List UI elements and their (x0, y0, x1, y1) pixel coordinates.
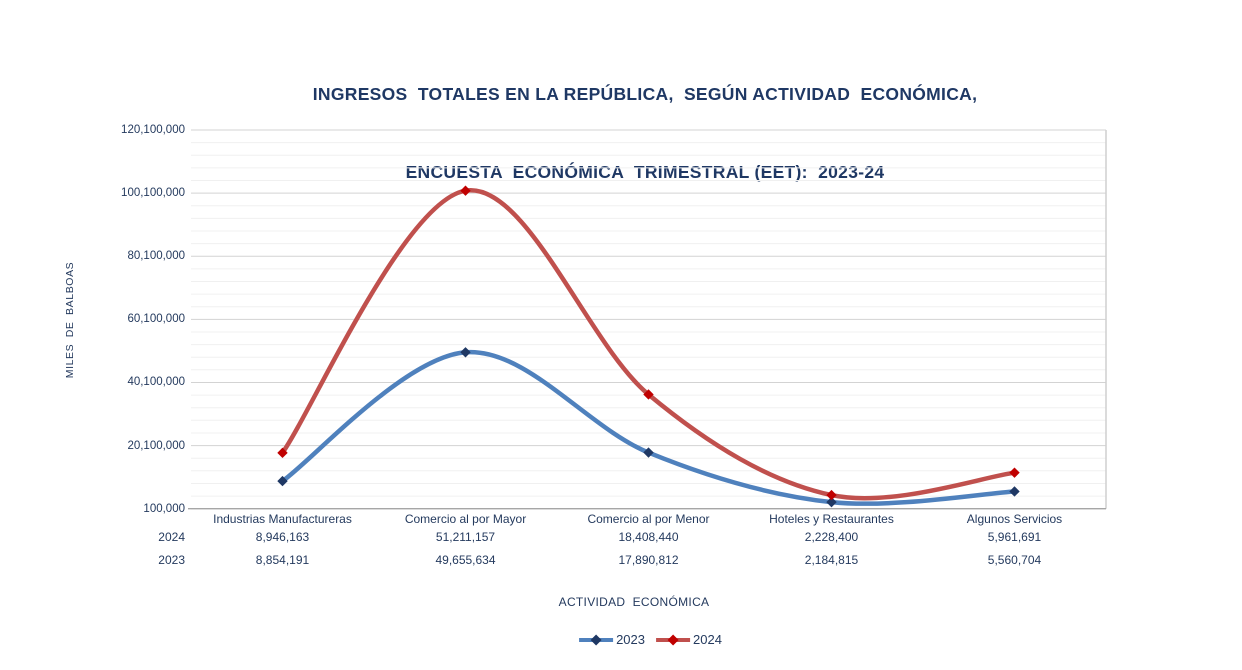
legend-key-icon (656, 634, 690, 645)
data-point-marker-2023 (643, 447, 654, 458)
table-value: 51,211,157 (435, 530, 496, 544)
table-value: 8,946,163 (255, 530, 310, 544)
legend-label: 2024 (693, 632, 722, 647)
legend-key-icon (579, 634, 614, 645)
data-point-marker-2024 (1009, 467, 1020, 478)
table-value: 17,890,812 (618, 553, 679, 567)
data-point-marker-2023 (277, 475, 288, 487)
category-label: Industrias Manufactureras (213, 512, 352, 526)
table-value: 2,228,400 (804, 530, 859, 544)
data-point-marker-2023 (826, 496, 837, 508)
y-tick-label: 100,000 (143, 502, 185, 515)
table-value: 5,560,704 (987, 553, 1042, 567)
data-point-marker-2024 (826, 489, 837, 501)
y-tick-label: 40,100,000 (127, 376, 185, 389)
table-value: 2,184,815 (804, 553, 859, 567)
category-label: Comercio al por Menor (587, 512, 710, 526)
series-line-2024 (280, 188, 1017, 501)
table-value: 5,961,691 (987, 530, 1042, 544)
legend-label: 2023 (616, 632, 645, 647)
table-row-header: 2023 (158, 553, 185, 567)
y-tick-label: 120,100,000 (121, 124, 185, 136)
data-point-marker-2024 (460, 185, 471, 196)
data-point-marker-2023 (460, 347, 471, 358)
data-point-marker-2024 (277, 447, 288, 459)
chart-title: INGRESOS TOTALES EN LA REPÚBLICA, SEGÚN … (48, 29, 1242, 237)
y-tick-label: 60,100,000 (127, 313, 185, 326)
y-tick-label: 20,100,000 (127, 439, 185, 452)
table-value: 8,854,191 (255, 553, 310, 567)
y-tick-label: 100,100,000 (121, 187, 185, 200)
legend-item-2023: 2023 (578, 632, 645, 647)
category-label: Algunos Servicios (966, 512, 1063, 526)
data-point-marker-2024 (643, 389, 654, 400)
table-value: 18,408,440 (618, 530, 679, 544)
table-row-header: 2024 (158, 530, 185, 544)
category-label: Hoteles y Restaurantes (769, 512, 894, 526)
legend: 2023 2024 (578, 632, 722, 647)
chart-title-line2: ENCUESTA ECONÓMICA TRIMESTRAL (EET): 202… (405, 162, 885, 182)
chart-title-line1: INGRESOS TOTALES EN LA REPÚBLICA, SEGÚN … (312, 84, 978, 104)
legend-item-2024: 2024 (655, 632, 722, 647)
series-line-2023 (280, 350, 1017, 506)
x-axis-title: ACTIVIDAD ECONÓMICA (558, 595, 710, 609)
category-label: Comercio al por Mayor (404, 512, 527, 526)
table-value: 49,655,634 (435, 553, 496, 567)
y-tick-label: 80,100,000 (127, 250, 185, 263)
data-point-marker-2023 (1009, 486, 1020, 497)
